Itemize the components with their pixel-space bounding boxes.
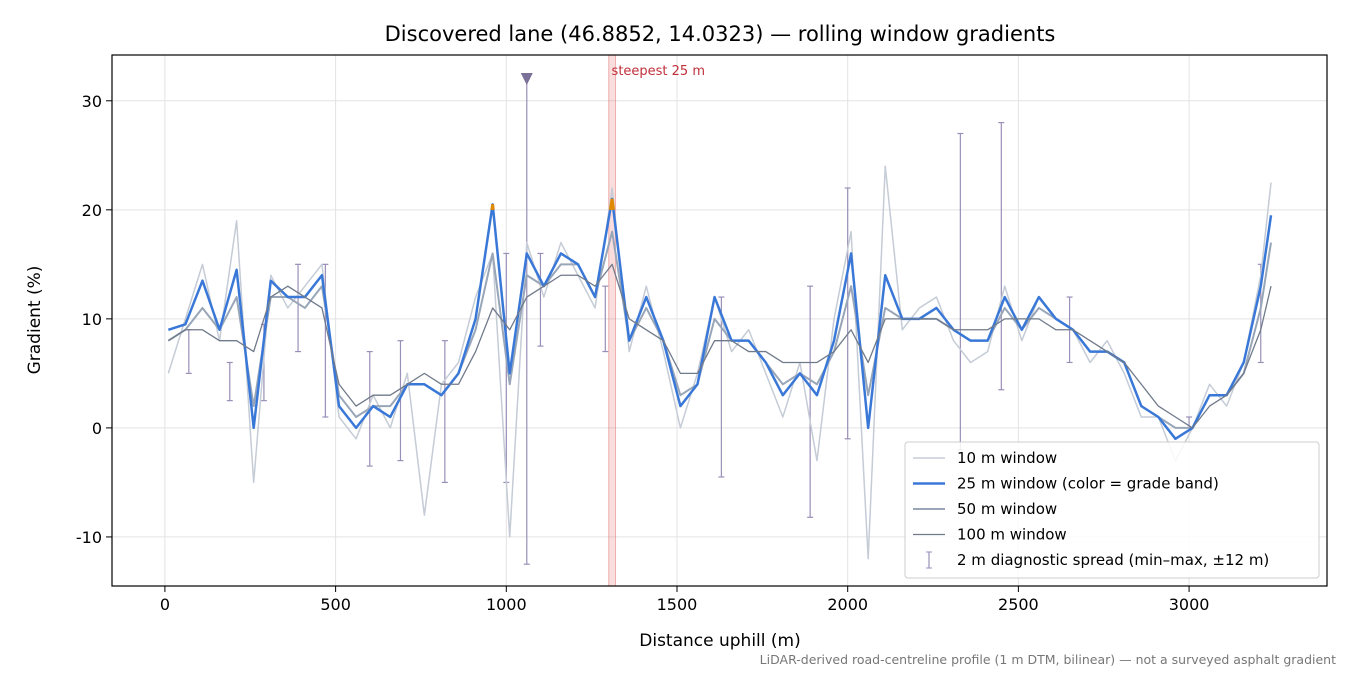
- legend-label: 25 m window (color = grade band): [957, 475, 1219, 493]
- series-line: [167, 197, 1273, 441]
- y-tick-label: 10: [82, 310, 102, 329]
- error-bar: [441, 340, 448, 484]
- grade-band-segment: [490, 204, 495, 211]
- y-tick-label: 20: [82, 201, 102, 220]
- legend-box: [904, 441, 1320, 579]
- grade-band-segment: [608, 198, 615, 211]
- y-tick-label: 0: [92, 419, 102, 438]
- annotation: steepest 25 m: [612, 64, 705, 79]
- error-bar: [523, 78, 530, 565]
- footnote: LiDAR-derived road-centreline profile (1…: [760, 652, 1336, 667]
- legend-label: 10 m window: [957, 449, 1057, 467]
- error-bar: [844, 187, 851, 440]
- error-bar: [226, 361, 233, 402]
- error-bar: [957, 132, 964, 451]
- steepest-band: [608, 54, 617, 587]
- y-axis-label: Gradient (%): [25, 266, 45, 375]
- plot-frame: [111, 54, 1328, 587]
- error-bar: [602, 285, 609, 353]
- series-line: [167, 263, 1272, 429]
- legend-label: 2 m diagnostic spread (min–max, ±12 m): [957, 551, 1269, 569]
- x-tick-label: 0: [160, 595, 170, 614]
- x-tick-label: 500: [320, 595, 351, 614]
- legend-label: 50 m window: [957, 500, 1057, 518]
- x-axis-label: Distance uphill (m): [639, 631, 800, 651]
- marker: [520, 72, 533, 85]
- error-bar: [397, 340, 404, 462]
- error-bar: [295, 263, 302, 353]
- chart-title: Discovered lane (46.8852, 14.0323) — rol…: [385, 22, 1056, 46]
- series-line: [167, 165, 1272, 560]
- legend-label: 100 m window: [957, 526, 1067, 544]
- x-tick-label: 2500: [998, 595, 1039, 614]
- error-bar: [185, 329, 192, 374]
- x-tick-label: 1500: [657, 595, 698, 614]
- x-tick-label: 1000: [486, 595, 527, 614]
- y-tick-label: -10: [76, 528, 102, 547]
- error-bar: [807, 285, 814, 518]
- error-bar: [537, 252, 544, 347]
- x-tick-label: 3000: [1169, 595, 1210, 614]
- series-line: [167, 230, 1272, 429]
- error-bar: [998, 122, 1005, 391]
- x-tick-label: 2000: [827, 595, 868, 614]
- y-tick-label: 30: [82, 92, 102, 111]
